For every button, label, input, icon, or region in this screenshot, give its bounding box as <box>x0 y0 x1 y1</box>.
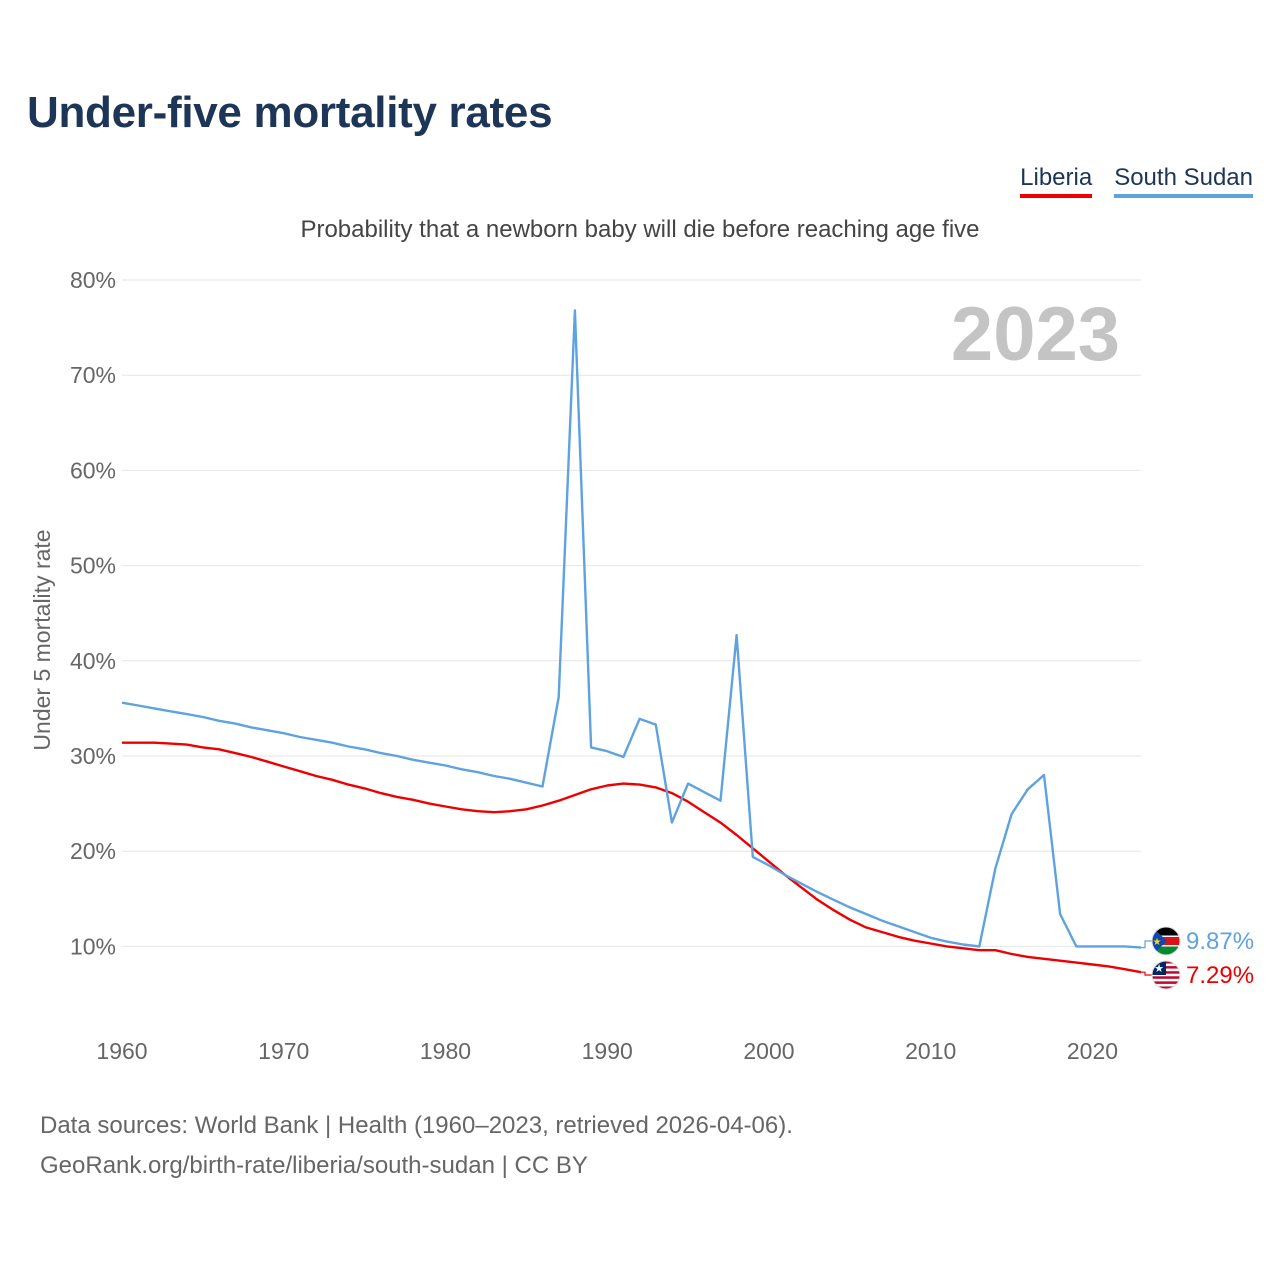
series-lines <box>121 309 1142 974</box>
year-watermark: 2023 <box>951 292 1120 377</box>
series-line-south-sudan[interactable] <box>121 309 1142 949</box>
end-labels: ★ 7.29% ★ 9.87% <box>1141 926 1254 990</box>
x-tick-label: 2000 <box>743 1038 794 1064</box>
gridlines <box>122 279 1141 947</box>
x-tick-label: 2010 <box>905 1038 956 1064</box>
legend-item-liberia[interactable]: Liberia <box>1020 164 1093 198</box>
y-tick-label: 20% <box>70 838 116 864</box>
y-axis-label: Under 5 mortality rate <box>29 529 55 750</box>
y-tick-label: 30% <box>70 743 116 769</box>
x-tick-label: 1980 <box>420 1038 471 1064</box>
end-label-connector <box>1141 971 1152 976</box>
y-tick-label: 40% <box>70 648 116 674</box>
liberia-flag-icon: ★ <box>1151 960 1181 990</box>
x-tick-label: 1990 <box>582 1038 633 1064</box>
x-tick-label: 1960 <box>96 1038 147 1064</box>
svg-text:★: ★ <box>1154 963 1164 975</box>
series-line-liberia[interactable] <box>122 741 1142 974</box>
end-value-label: 9.87% <box>1186 928 1254 955</box>
legend-item-south-sudan[interactable]: South Sudan <box>1114 164 1253 198</box>
data-source-text: Data sources: World Bank | Health (1960–… <box>40 1112 793 1139</box>
footer: Data sources: World Bank | Health (1960–… <box>40 1106 793 1186</box>
y-tick-label: 50% <box>70 553 116 579</box>
chart-subtitle: Probability that a newborn baby will die… <box>300 216 980 243</box>
y-tick-label: 70% <box>70 362 116 388</box>
x-tick-label: 2020 <box>1067 1038 1118 1064</box>
legend: Liberia South Sudan <box>1020 164 1253 198</box>
y-tick-label: 80% <box>70 267 116 293</box>
south-sudan-flag-icon: ★ <box>1151 926 1181 956</box>
y-tick-label: 10% <box>70 933 116 959</box>
end-value-label: 7.29% <box>1186 962 1254 989</box>
x-tick-label: 1970 <box>258 1038 309 1064</box>
y-axis-ticks: 10% 20% 30% 40% 50% 60% 70% 80% <box>70 267 116 959</box>
end-label-connector <box>1141 940 1152 949</box>
chart-title: Under-five mortality rates <box>27 88 553 137</box>
svg-text:★: ★ <box>1153 937 1162 948</box>
source-url-text: GeoRank.org/birth-rate/liberia/south-sud… <box>40 1152 588 1179</box>
x-axis-ticks: 1960 1970 1980 1990 2000 2010 2020 <box>96 1038 1118 1064</box>
y-tick-label: 60% <box>70 457 116 483</box>
